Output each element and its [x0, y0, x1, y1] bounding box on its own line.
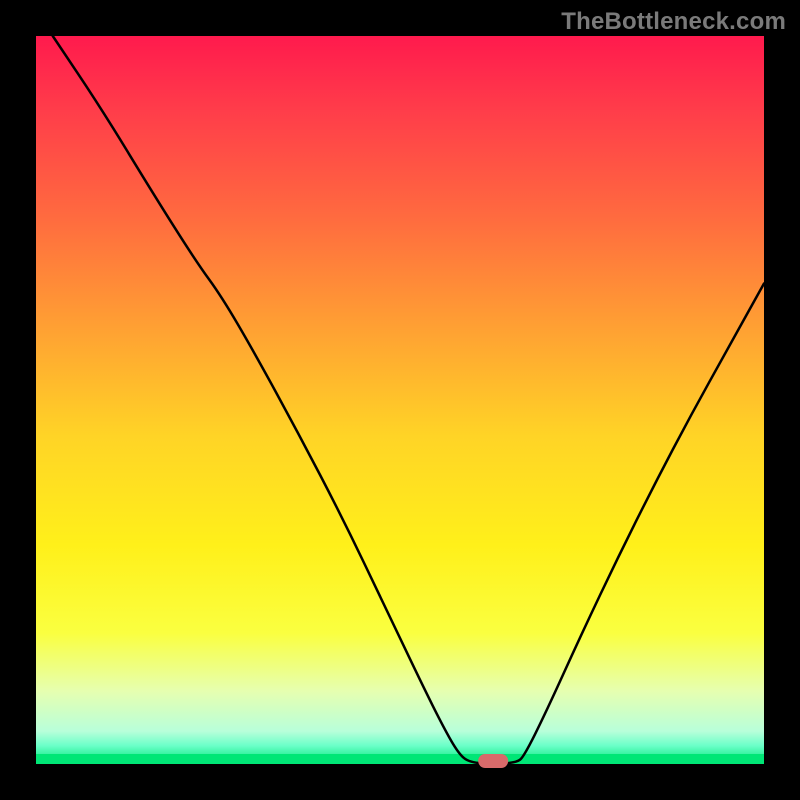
chart-root: TheBottleneck.com	[0, 0, 800, 800]
optimal-point-marker	[478, 754, 508, 768]
watermark-text: TheBottleneck.com	[561, 8, 786, 36]
chart-frame	[0, 0, 36, 800]
chart-frame	[764, 0, 800, 800]
baseline-strip	[36, 754, 764, 764]
bottleneck-curve-chart	[0, 0, 800, 800]
chart-frame	[0, 764, 800, 800]
plot-background	[36, 36, 764, 764]
